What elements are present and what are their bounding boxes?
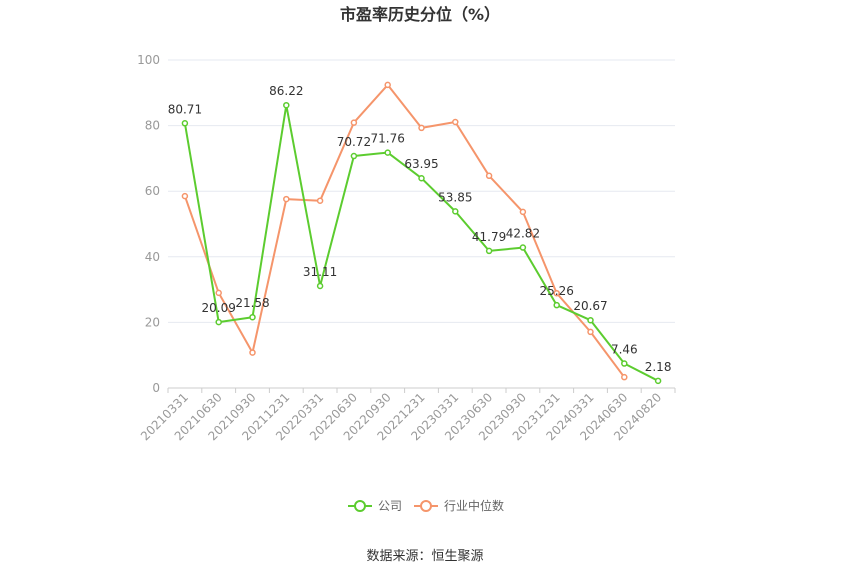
data-point-company[interactable] (384, 149, 391, 156)
data-point-industry[interactable] (418, 124, 425, 132)
legend-label: 公司 (378, 499, 402, 513)
y-tick-label: 60 (145, 184, 160, 198)
data-label: 41.79 (472, 230, 506, 244)
legend-marker (420, 500, 432, 512)
data-point-industry[interactable] (384, 81, 391, 89)
legend-label: 行业中位数 (444, 498, 504, 513)
data-point-industry[interactable] (249, 349, 256, 356)
data-point-company[interactable] (654, 377, 662, 385)
y-tick-label: 20 (145, 315, 160, 329)
data-point-company[interactable] (283, 101, 290, 109)
data-label: 20.67 (573, 299, 607, 313)
data-point-company[interactable] (418, 174, 425, 182)
legend-item-industry[interactable]: 行业中位数 (414, 498, 504, 513)
data-point-industry[interactable] (587, 328, 594, 336)
data-point-industry[interactable] (350, 119, 358, 126)
data-label: 7.46 (611, 343, 638, 357)
data-point-industry[interactable] (621, 373, 628, 381)
data-point-industry[interactable] (452, 118, 459, 126)
data-point-company[interactable] (350, 152, 358, 160)
data-labels: 80.71 20.09 21.58 86.22 31.11 70.72 71.76 63.95… (168, 84, 672, 374)
grid-lines (168, 59, 675, 323)
data-label: 86.22 (269, 84, 303, 98)
x-axis: 2021033120210630202109302021123120220331… (138, 387, 676, 443)
legend-marker (354, 500, 366, 512)
y-axis: 0 20 40 60 80 100 (137, 53, 160, 395)
data-point-industry[interactable] (553, 289, 560, 297)
data-label: 80.71 (168, 102, 202, 116)
chart-title: 市盈率历史分位（%） (340, 5, 500, 24)
data-point-company[interactable] (181, 120, 189, 127)
y-tick-label: 80 (145, 119, 160, 133)
data-point-industry[interactable] (316, 197, 324, 204)
data-point-company[interactable] (519, 244, 527, 251)
data-point-company[interactable] (452, 208, 459, 215)
data-label: 25.26 (540, 284, 574, 298)
data-point-industry[interactable] (181, 192, 189, 200)
data-point-industry[interactable] (485, 172, 493, 180)
data-point-company[interactable] (215, 318, 222, 326)
data-point-company[interactable] (485, 247, 493, 255)
series-line-industry (183, 83, 626, 378)
data-point-company[interactable] (553, 301, 560, 309)
data-point-industry[interactable] (215, 289, 222, 297)
data-label: 70.72 (337, 135, 371, 149)
data-label: 71.76 (371, 132, 405, 146)
data-label: 31.11 (303, 265, 337, 279)
data-point-company[interactable] (587, 316, 594, 324)
data-label: 53.85 (438, 190, 472, 204)
plot-area (181, 81, 662, 385)
y-tick-label: 100 (137, 53, 160, 67)
data-point-company[interactable] (249, 313, 256, 321)
y-tick-label: 40 (145, 250, 160, 264)
data-source: 数据来源：恒生聚源 (366, 549, 483, 564)
data-point-industry[interactable] (283, 195, 290, 203)
legend-item-company[interactable]: 公司 (348, 499, 402, 513)
data-label: 21.58 (235, 296, 269, 310)
data-point-industry[interactable] (519, 208, 527, 216)
data-label: 20.09 (202, 301, 236, 315)
data-label: 42.82 (506, 227, 540, 241)
legend[interactable]: 公司 行业中位数 (348, 498, 504, 513)
data-label: 2.18 (645, 360, 672, 374)
data-point-company[interactable] (621, 360, 628, 367)
data-label: 63.95 (404, 157, 438, 171)
data-point-company[interactable] (316, 282, 324, 290)
y-tick-label: 0 (152, 381, 160, 395)
